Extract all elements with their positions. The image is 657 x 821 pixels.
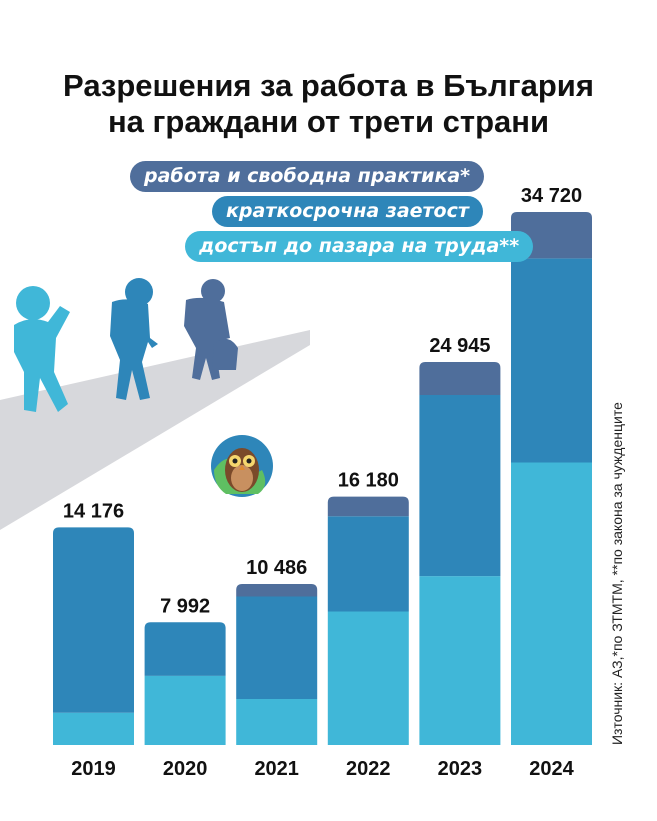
chart-title-line-2: на граждани от трети страни xyxy=(107,104,550,139)
bars-group xyxy=(53,212,592,745)
bar-2020-series-2 xyxy=(144,622,226,676)
total-label-2021: 10 486 xyxy=(246,557,307,579)
bar-2021-series-1 xyxy=(236,698,318,745)
bar-2024-series-1 xyxy=(511,462,592,745)
owl-logo-icon xyxy=(211,435,273,497)
bar-2022-series-1 xyxy=(327,611,409,745)
x-tick-2024: 2024 xyxy=(529,758,574,780)
legend-item-short-term: краткосрочна заетост xyxy=(212,196,483,227)
chart-title: Разрешения за работа в България на гражд… xyxy=(0,68,657,140)
total-labels-group: 14 176 7 992 10 486 16 180 24 945 34 720 xyxy=(63,185,582,617)
bar-2020-series-1 xyxy=(144,675,226,745)
x-tick-labels-group: 2019 2020 2021 2022 2023 2024 xyxy=(71,758,574,780)
x-tick-2019: 2019 xyxy=(71,758,116,780)
x-tick-2023: 2023 xyxy=(438,758,483,780)
bar-2021-series-3 xyxy=(236,584,318,597)
bar-2022-series-2 xyxy=(327,516,409,612)
walking-person-3-icon xyxy=(184,279,238,380)
bar-2024-series-2 xyxy=(511,258,592,463)
total-label-2023: 24 945 xyxy=(429,335,490,357)
bar-2023-series-2 xyxy=(419,394,501,577)
bar-2019-series-2 xyxy=(53,527,134,713)
bar-2019-series-1 xyxy=(53,712,134,745)
total-label-2024: 34 720 xyxy=(521,185,582,207)
legend-label-short-term: краткосрочна заетост xyxy=(226,200,469,222)
chart-title-line-1: Разрешения за работа в България xyxy=(63,68,594,103)
bar-2021-series-2 xyxy=(236,596,318,699)
legend-label-work-practice: работа и свободна практика* xyxy=(144,165,471,187)
total-label-2019: 14 176 xyxy=(63,500,124,522)
total-label-2022: 16 180 xyxy=(338,470,399,492)
walking-person-2-icon xyxy=(110,278,158,400)
total-label-2020: 7 992 xyxy=(160,595,210,617)
x-tick-2021: 2021 xyxy=(254,758,299,780)
road-shape xyxy=(0,330,310,530)
bar-2023-series-1 xyxy=(419,576,501,745)
x-tick-2022: 2022 xyxy=(346,758,391,780)
legend-item-labor-access: достъп до пазара на труда** xyxy=(185,231,534,262)
legend-item-work-practice: работа и свободна практика* xyxy=(130,161,485,192)
legend-label-labor-access: достъп до пазара на труда** xyxy=(199,235,520,257)
source-note: Източник: АЗ,*по ЗТМТМ, **по закона за ч… xyxy=(609,402,625,745)
walking-person-1-icon xyxy=(14,286,70,412)
x-tick-2020: 2020 xyxy=(163,758,208,780)
bar-2023-series-3 xyxy=(419,362,501,395)
bar-2022-series-3 xyxy=(327,496,409,517)
